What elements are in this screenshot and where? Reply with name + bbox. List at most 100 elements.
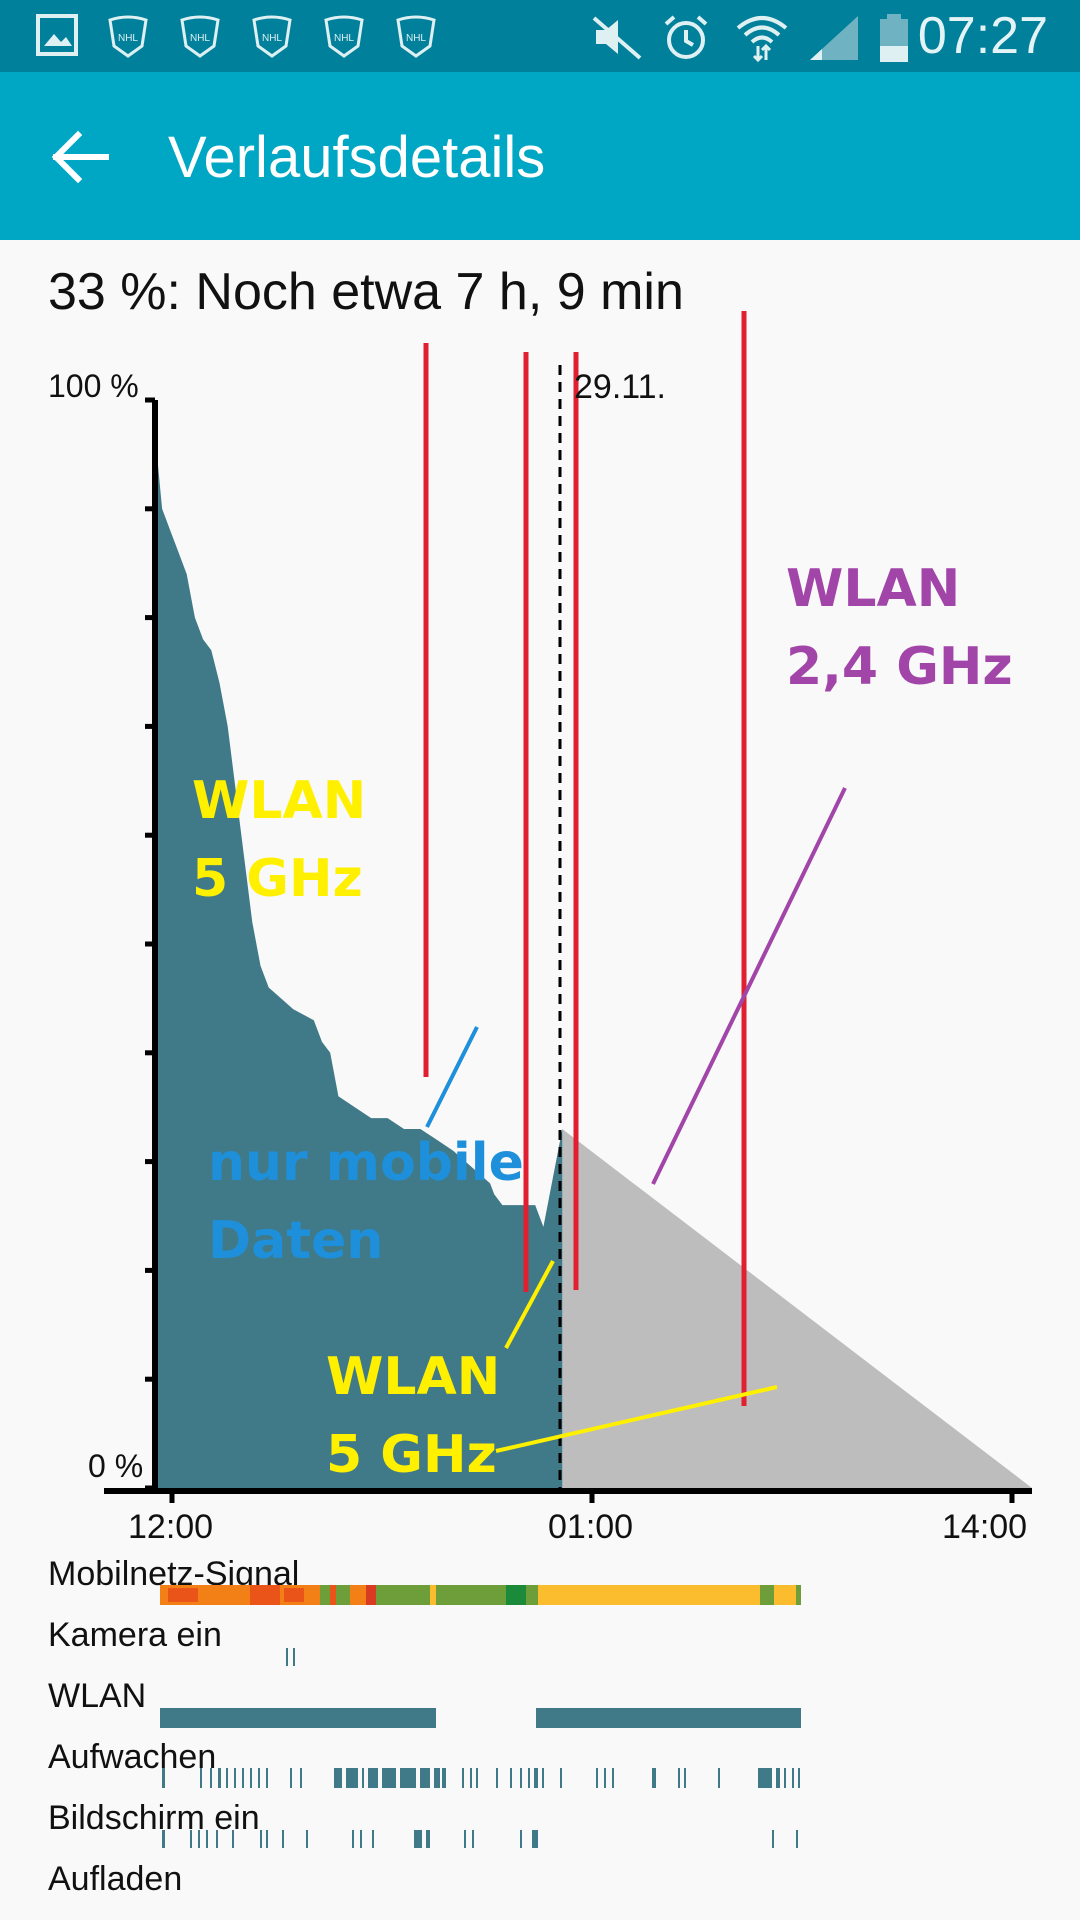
annotation-wlan-5ghz: WLAN 5 GHz <box>192 762 366 918</box>
svg-text:NHL: NHL <box>262 33 282 44</box>
activity-tick <box>226 1768 228 1788</box>
activity-tick <box>442 1768 446 1788</box>
activity-tick <box>776 1768 780 1788</box>
battery-summary: 33 %: Noch etwa 7 h, 9 min <box>48 263 684 321</box>
activity-tick <box>162 1768 165 1788</box>
activity-tick <box>360 1830 362 1848</box>
annotation-line: 2,4 GHz <box>786 637 1013 697</box>
activity-tick <box>476 1768 478 1788</box>
x-tick-label: 01:00 <box>548 1508 634 1546</box>
activity-tick <box>604 1768 606 1788</box>
battery-chart <box>104 311 1032 1503</box>
activity-tick <box>400 1768 416 1788</box>
prediction-area <box>562 1128 1032 1488</box>
activity-tick <box>434 1768 440 1788</box>
activity-tick <box>534 1768 538 1788</box>
row-label-charging: Aufladen <box>48 1860 183 1898</box>
activity-tick <box>162 1830 165 1848</box>
screen-track <box>162 1830 798 1848</box>
activity-tick <box>784 1768 786 1788</box>
activity-tick <box>198 1830 200 1848</box>
annotation-line: nur mobile <box>208 1133 524 1193</box>
annotation-line: WLAN <box>786 559 961 619</box>
activity-tick <box>362 1768 364 1788</box>
activity-tick <box>260 1830 262 1848</box>
activity-tick <box>306 1830 308 1848</box>
gallery-icon <box>36 14 78 56</box>
y-tick-label: 0 % <box>88 1448 144 1484</box>
y-tick-label: 100 % <box>48 368 139 404</box>
svg-text:NHL: NHL <box>406 33 426 44</box>
activity-tick <box>796 1830 798 1848</box>
activity-tick <box>346 1768 358 1788</box>
activity-tick <box>334 1768 342 1788</box>
camera-track <box>286 1648 295 1666</box>
row-label-wlan: WLAN <box>48 1677 147 1715</box>
annotation-line: WLAN <box>326 1347 501 1407</box>
activity-tick <box>420 1768 430 1788</box>
activity-tick <box>242 1768 244 1788</box>
svg-text:NHL: NHL <box>118 33 138 44</box>
wake-track <box>162 1768 800 1788</box>
activity-tick <box>528 1768 530 1788</box>
activity-tick <box>234 1768 236 1788</box>
annotation-line: 5 GHz <box>192 849 363 909</box>
activity-tick <box>232 1830 234 1848</box>
activity-tick <box>282 1830 284 1848</box>
activity-tick <box>596 1768 598 1788</box>
nhl-icon: NHL <box>252 15 292 58</box>
activity-tick <box>718 1768 720 1788</box>
activity-tick <box>542 1768 544 1788</box>
signal-track <box>160 1585 801 1605</box>
activity-tick <box>414 1830 422 1848</box>
activity-tick <box>520 1830 522 1848</box>
activity-tick <box>368 1768 378 1788</box>
row-label-screen: Bildschirm ein <box>48 1799 260 1837</box>
svg-text:NHL: NHL <box>334 33 354 44</box>
arrow-back-icon <box>51 130 109 184</box>
activity-tick <box>250 1768 252 1788</box>
pointer-line-blue <box>425 1026 479 1128</box>
activity-tick <box>652 1768 656 1788</box>
activity-tick <box>464 1830 466 1848</box>
nhl-icon: NHL <box>108 15 148 58</box>
page-title: Verlaufsdetails <box>168 125 546 190</box>
date-marker-label: 29.11. <box>574 368 667 406</box>
activity-tick <box>352 1830 354 1848</box>
activity-tick <box>520 1768 522 1788</box>
activity-tick <box>206 1830 208 1848</box>
pointer-line-yellow <box>504 1260 555 1349</box>
activity-tick <box>462 1768 464 1788</box>
activity-tick <box>798 1768 800 1788</box>
activity-tick <box>532 1830 538 1848</box>
clock-time: 07:27 <box>917 7 1048 65</box>
wifi-icon <box>736 16 788 62</box>
status-bar: NHL NHL NHL NHL NHL 07:27 <box>0 0 1080 72</box>
activity-tick <box>758 1768 772 1788</box>
activity-tick <box>218 1768 221 1788</box>
activity-tick <box>612 1768 614 1788</box>
activity-tracks <box>160 1585 801 1848</box>
back-button[interactable] <box>44 112 124 202</box>
annotation-mobile-data: nur mobile Daten <box>208 1124 524 1280</box>
row-label-wake: Aufwachen <box>48 1738 217 1776</box>
activity-tick <box>792 1768 794 1788</box>
pointer-line-purple <box>651 787 847 1185</box>
activity-tick <box>266 1830 268 1848</box>
activity-tick <box>560 1768 562 1788</box>
battery-icon <box>880 14 908 62</box>
activity-tick <box>266 1768 268 1788</box>
alarm-icon <box>664 15 708 59</box>
activity-tick <box>510 1768 512 1788</box>
activity-tick <box>772 1830 774 1848</box>
activity-tick <box>258 1768 260 1788</box>
nhl-icon: NHL <box>396 15 436 58</box>
annotation-wlan-5ghz: WLAN 5 GHz <box>326 1338 500 1494</box>
signal-icon <box>810 16 858 60</box>
activity-tick <box>426 1830 430 1848</box>
activity-tick <box>216 1830 218 1848</box>
activity-tick <box>210 1768 212 1788</box>
x-tick-label: 14:00 <box>942 1508 1028 1546</box>
annotation-line: Daten <box>208 1211 384 1271</box>
activity-tick <box>382 1768 396 1788</box>
